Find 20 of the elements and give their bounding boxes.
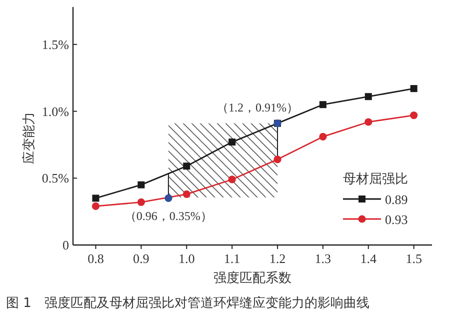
x-tick-label: 1.3	[314, 251, 332, 266]
y-axis-title: 应变能力	[21, 112, 36, 164]
legend-label: 0.89	[385, 192, 408, 207]
x-tick-label: 1.5	[406, 251, 422, 266]
x-tick-label: 0.8	[88, 251, 104, 266]
y-tick-label: 1.5%	[42, 36, 70, 52]
y-tick-label: 0.5%	[42, 170, 70, 186]
y-tick-label: 1.0%	[42, 104, 70, 119]
x-tick-label: 1.0	[178, 251, 195, 266]
x-axis-title: 强度匹配系数	[214, 270, 292, 285]
legend-title: 母材屈强比	[343, 171, 408, 186]
x-tick-label: 1.4	[360, 251, 378, 266]
annotation: （0.96，0.35%）	[124, 209, 212, 224]
x-tick-label: 1.2	[269, 251, 286, 266]
annotation: 图 1 强度匹配及母材屈强比对管道环焊缝应变能力的影响曲线	[6, 296, 370, 311]
annotation: （1.2，0.91%）	[216, 100, 298, 114]
x-tick-label: 1.1	[224, 251, 240, 266]
y-tick-label: 0	[62, 238, 69, 252]
legend-label: 0.93	[385, 212, 408, 227]
x-tick-label: 0.9	[133, 251, 150, 266]
